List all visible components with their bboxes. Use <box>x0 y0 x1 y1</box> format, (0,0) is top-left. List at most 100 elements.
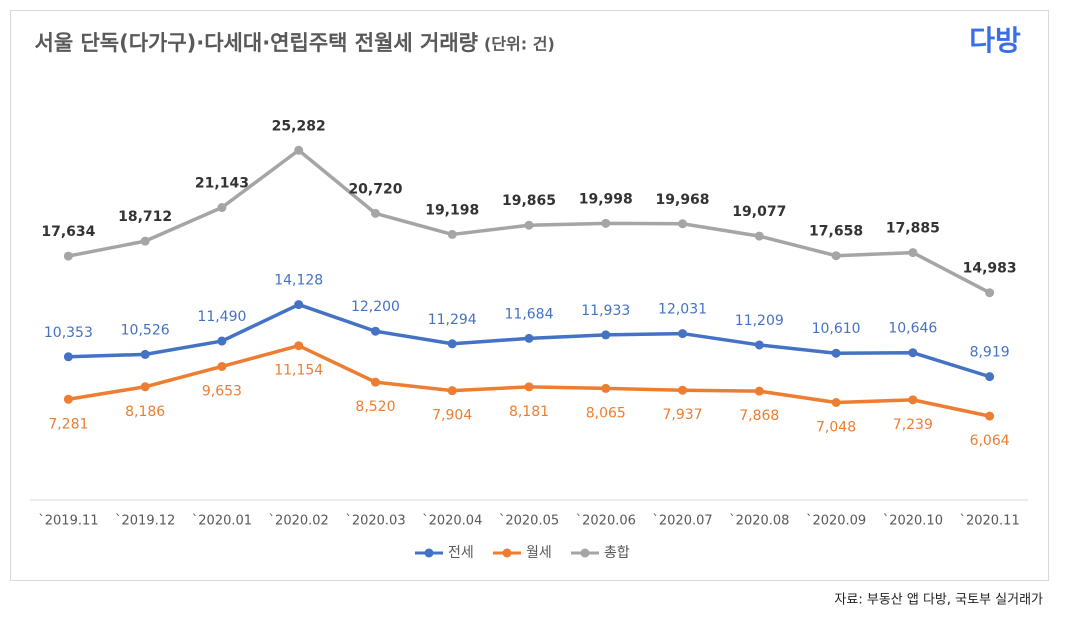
x-tick-label: `2020.05 <box>499 514 559 529</box>
x-tick-label: `2019.12 <box>115 514 175 529</box>
point <box>524 333 534 343</box>
data-label: 7,868 <box>739 408 779 424</box>
data-label: 7,239 <box>893 417 933 433</box>
point <box>831 251 841 261</box>
x-tick-label: `2020.04 <box>422 514 482 529</box>
point <box>601 330 611 340</box>
data-label: 11,933 <box>581 303 630 319</box>
data-label: 20,720 <box>348 181 402 197</box>
data-label: 14,128 <box>274 273 323 289</box>
point <box>985 372 995 382</box>
data-label: 10,610 <box>812 321 861 337</box>
point <box>217 203 227 213</box>
data-label: 11,294 <box>428 312 477 328</box>
x-tick-label: `2020.11 <box>959 514 1019 529</box>
chart-title: 서울 단독(다가구)·다세대·연립주택 전월세 거래량 <box>35 31 478 55</box>
data-label: 21,143 <box>195 176 249 192</box>
point <box>985 411 995 421</box>
x-tick-label: `2020.02 <box>269 514 329 529</box>
data-label: 19,077 <box>732 204 786 220</box>
x-tick-label: `2020.08 <box>729 514 789 529</box>
point <box>524 220 534 230</box>
data-label: 7,048 <box>816 420 856 436</box>
x-tick-label: `2020.01 <box>192 514 252 529</box>
x-tick-label: `2020.06 <box>576 514 636 529</box>
point <box>447 339 457 349</box>
point <box>63 394 73 404</box>
point <box>754 340 764 350</box>
point <box>908 248 918 258</box>
data-label: 7,281 <box>48 416 88 432</box>
point <box>370 377 380 387</box>
data-label: 10,526 <box>121 322 170 338</box>
point <box>524 382 534 392</box>
point <box>140 382 150 392</box>
point <box>985 288 995 298</box>
data-label: 19,998 <box>579 191 633 207</box>
legend-marker <box>424 548 434 558</box>
data-label: 19,968 <box>656 192 710 208</box>
point <box>908 395 918 405</box>
point <box>831 348 841 358</box>
point <box>370 208 380 218</box>
legend-marker <box>580 548 590 558</box>
point <box>831 398 841 408</box>
point <box>447 229 457 239</box>
chart-frame <box>10 10 1049 581</box>
data-label: 11,154 <box>274 363 323 379</box>
point <box>754 231 764 241</box>
point <box>678 219 688 229</box>
logo: 다방 <box>969 24 1021 57</box>
data-label: 10,646 <box>888 321 937 337</box>
data-label: 18,712 <box>118 209 172 225</box>
point <box>294 341 304 351</box>
x-tick-label: `2019.11 <box>38 514 98 529</box>
data-label: 8,520 <box>355 399 395 415</box>
data-label: 7,937 <box>662 407 702 423</box>
data-label: 7,904 <box>432 408 472 424</box>
legend-label: 월세 <box>526 545 552 561</box>
source-note: 자료: 부동산 앱 다방, 국토부 실거래가 <box>834 593 1043 608</box>
point <box>63 352 73 362</box>
data-label: 6,064 <box>970 433 1010 449</box>
data-label: 8,186 <box>125 404 165 420</box>
point <box>294 145 304 155</box>
data-label: 11,209 <box>735 313 784 329</box>
data-label: 8,181 <box>509 404 549 420</box>
data-label: 17,885 <box>886 221 940 237</box>
point <box>908 348 918 358</box>
data-label: 8,065 <box>586 405 626 421</box>
data-label: 19,198 <box>425 202 479 218</box>
point <box>370 326 380 336</box>
data-label: 25,282 <box>272 118 326 134</box>
point <box>140 236 150 246</box>
point <box>294 300 304 310</box>
data-label: 12,200 <box>351 299 400 315</box>
point <box>217 361 227 371</box>
point <box>447 386 457 396</box>
x-tick-label: `2020.10 <box>883 514 943 529</box>
data-label: 17,634 <box>41 224 95 240</box>
data-label: 12,031 <box>658 302 707 318</box>
point <box>754 386 764 396</box>
data-label: 10,353 <box>44 325 93 341</box>
data-label: 9,653 <box>202 383 242 399</box>
x-tick-label: `2020.09 <box>806 514 866 529</box>
point <box>678 329 688 339</box>
data-label: 11,684 <box>505 306 554 322</box>
legend-label: 전세 <box>448 545 474 561</box>
data-label: 8,919 <box>970 345 1010 361</box>
point <box>601 383 611 393</box>
chart-subtitle: (단위: 건) <box>484 35 555 54</box>
x-tick-label: `2020.07 <box>652 514 712 529</box>
point <box>678 385 688 395</box>
data-label: 11,490 <box>197 309 246 325</box>
x-tick-label: `2020.03 <box>345 514 405 529</box>
data-label: 19,865 <box>502 193 556 209</box>
point <box>217 336 227 346</box>
point <box>140 349 150 359</box>
point <box>63 251 73 261</box>
legend-label: 총합 <box>604 545 630 561</box>
